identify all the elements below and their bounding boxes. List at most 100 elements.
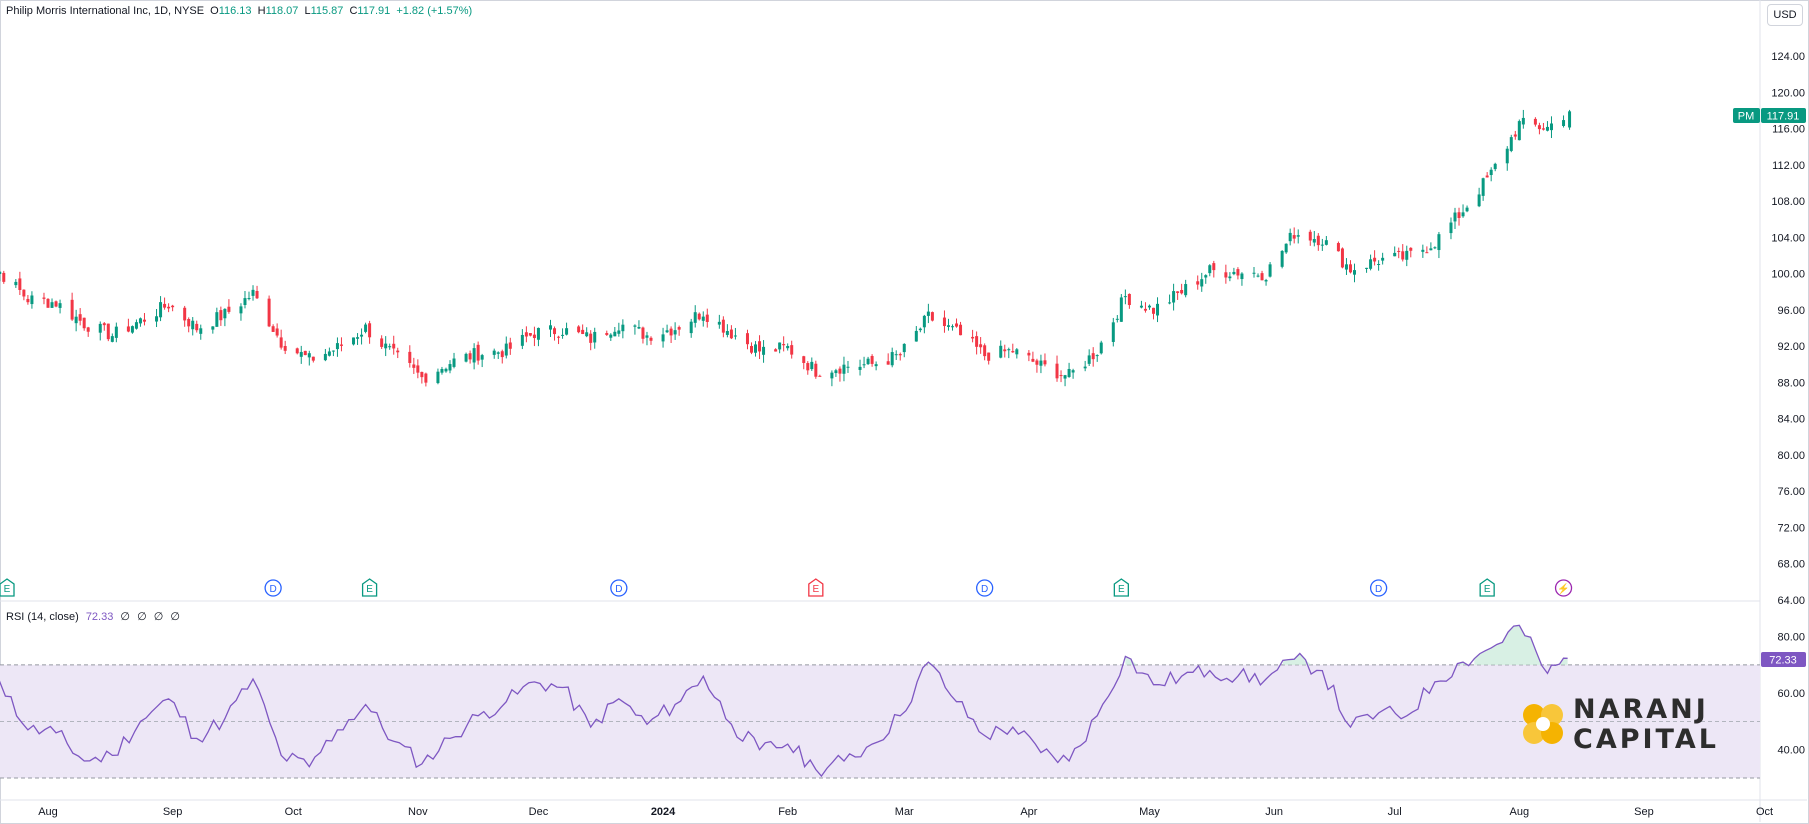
candle-body <box>577 326 581 333</box>
candle-body <box>1083 366 1087 369</box>
candle-body <box>1123 296 1127 298</box>
event-marker-earnings_up[interactable]: E <box>1113 578 1129 597</box>
candle-body <box>380 338 384 347</box>
candle-body <box>649 337 653 341</box>
candle-body <box>1493 163 1497 170</box>
event-marker-earnings_up[interactable]: E <box>1479 578 1495 597</box>
event-marker-earnings_up[interactable]: E <box>361 578 378 597</box>
price-axis[interactable]: 124.00 120.00 116.00 112.00 108.00 104.00 100.… <box>1771 51 1805 607</box>
candle-body <box>50 302 54 308</box>
candle-body <box>311 356 315 361</box>
candle-body <box>448 364 452 371</box>
symbol-title[interactable]: Philip Morris International Inc, 1D, NYS… <box>6 5 205 17</box>
candle-body <box>786 345 790 349</box>
candle-body <box>1336 243 1340 252</box>
candle-body <box>1457 212 1461 219</box>
candle-body <box>1071 370 1075 373</box>
candle-body <box>74 316 78 324</box>
candle-body <box>1168 302 1172 304</box>
logo-mark-icon <box>1523 704 1563 744</box>
candle-body <box>605 333 609 335</box>
candle-body <box>942 317 946 327</box>
candle-body <box>496 352 500 354</box>
candle-body <box>613 331 617 337</box>
candle-body <box>1035 360 1039 365</box>
candle-body <box>874 364 878 367</box>
candle-body <box>159 302 163 318</box>
candle-body <box>553 328 557 335</box>
candle-body <box>396 350 400 353</box>
event-marker-dividend[interactable]: D <box>976 579 994 597</box>
price-tick-label: 100.00 <box>1771 269 1805 281</box>
candle-body <box>243 298 247 305</box>
candle-body <box>810 361 814 370</box>
time-axis[interactable]: Aug Sep Oct Nov Dec 2024 Feb Mar Apr May Jun Jul Aug… <box>38 806 1773 818</box>
candle-body <box>18 278 22 290</box>
candle-body <box>987 352 991 361</box>
candle-body <box>1152 307 1155 314</box>
candle-body <box>42 297 46 299</box>
candle-body <box>78 314 82 321</box>
event-marker-dividend[interactable]: D <box>264 579 282 597</box>
candle-body <box>227 306 231 312</box>
candle-body <box>645 335 649 338</box>
candle-body <box>701 316 705 321</box>
price-tag-symbol: PM <box>1738 111 1755 123</box>
event-marker-earnings_up[interactable]: E <box>0 578 15 597</box>
close-label: C <box>349 5 358 17</box>
candle-body <box>1481 178 1485 196</box>
candle-body <box>155 316 159 322</box>
candle-body <box>1348 264 1352 273</box>
candle-body <box>758 341 762 352</box>
candle-body <box>187 319 191 327</box>
rsi-tick-label: 80.00 <box>1777 632 1805 644</box>
rsi-title[interactable]: RSI (14, close) <box>6 611 79 623</box>
candle-body <box>86 327 90 332</box>
candle-body <box>536 327 540 340</box>
candle-body <box>82 317 86 329</box>
price-tick-label: 124.00 <box>1771 51 1805 63</box>
candle-body <box>1429 248 1433 251</box>
candle-body <box>1549 123 1553 131</box>
logo-line2: CAPITAL <box>1573 724 1719 755</box>
candle-body <box>617 330 621 334</box>
candle-body <box>834 370 838 374</box>
candle-body <box>774 349 778 352</box>
candle-body <box>1059 375 1063 377</box>
candle-body <box>1236 269 1240 276</box>
candle-body <box>335 343 339 350</box>
candle-body <box>323 353 327 361</box>
change-value: +1.82 (+1.57%) <box>396 5 473 17</box>
price-tag-value: 117.91 <box>1767 111 1800 123</box>
candle-body <box>1437 234 1441 251</box>
candle-body <box>388 346 392 348</box>
candle-body <box>2 272 6 282</box>
candle-body <box>955 323 959 327</box>
candle-body <box>1320 244 1324 246</box>
candle-body <box>1268 264 1272 277</box>
candle-body <box>1377 263 1381 265</box>
event-marker-dividend[interactable]: D <box>1369 579 1388 597</box>
currency-button[interactable]: USD <box>1767 4 1803 26</box>
event-badge <box>1479 578 1495 597</box>
candle-body <box>1489 169 1493 176</box>
candle-body <box>1449 222 1453 234</box>
candle-body <box>223 308 227 319</box>
time-tick-label: Apr <box>1020 806 1037 818</box>
candle-body <box>778 342 782 350</box>
candle-body <box>1232 271 1236 275</box>
candle-body <box>275 328 279 336</box>
event-label: E <box>1118 584 1125 595</box>
rsi-placeholder: ∅ <box>120 611 130 623</box>
candle-body <box>926 311 930 316</box>
event-markers[interactable]: E D E D E D E D E ⚡ <box>0 578 1573 597</box>
event-marker-dividend[interactable]: D <box>610 579 628 597</box>
event-marker-split[interactable]: ⚡ <box>1554 579 1573 597</box>
candle-body <box>1224 272 1228 278</box>
rsi-axis[interactable]: 80.00 60.00 40.00 <box>1777 632 1805 757</box>
price-tick-label: 72.00 <box>1777 522 1805 534</box>
candle-body <box>750 345 753 353</box>
event-marker-earnings_down[interactable]: E <box>808 578 824 597</box>
candle-body <box>468 353 472 360</box>
